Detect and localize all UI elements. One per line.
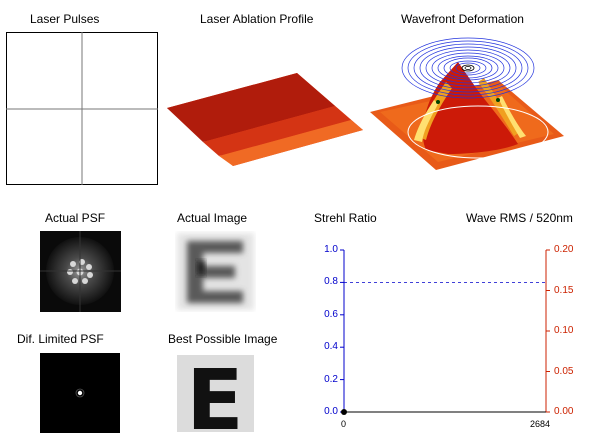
left-tick-label: 0.4	[324, 341, 338, 353]
right-tick-label: 0.15	[554, 284, 574, 296]
laser-ablation-profile-title: Laser Ablation Profile	[200, 12, 314, 26]
wavefront-deformation-title: Wavefront Deformation	[401, 12, 524, 26]
laser-pulses-title: Laser Pulses	[30, 12, 100, 26]
x-tick-1: 2684	[530, 419, 551, 429]
left-tick-label: 0.8	[324, 276, 338, 288]
left-tick-label: 0.6	[324, 308, 338, 320]
wave-rms-title: Wave RMS / 520nm	[466, 211, 573, 225]
actual-image	[175, 231, 256, 312]
left-tick-label: 0.2	[324, 373, 338, 385]
dif-limited-psf-image	[40, 353, 120, 433]
actual-psf-title: Actual PSF	[45, 211, 106, 225]
right-tick-label: 0.10	[554, 325, 574, 336]
data-point	[341, 409, 347, 415]
dif-limited-psf-title: Dif. Limited PSF	[17, 332, 104, 346]
right-tick-label: 0.20	[554, 244, 574, 255]
best-image-letter: E	[186, 353, 243, 434]
left-tick-label: 0.0	[324, 406, 338, 417]
strehl-chart: 0 2684 1.0 0.8 0.6 0.4 0.2 0.0 0.20 0.15 0.10 0.0…	[300, 238, 596, 438]
wavefront-deformation-surface	[368, 32, 568, 172]
laser-ablation-profile-surface	[165, 70, 365, 170]
actual-psf-image	[40, 231, 121, 312]
right-tick-label: 0.05	[554, 365, 574, 377]
laser-pulses-panel	[6, 32, 158, 185]
actual-image-title: Actual Image	[177, 211, 248, 225]
right-tick-label: 0.00	[554, 406, 574, 417]
x-tick-0: 0	[341, 419, 347, 429]
best-possible-image: E	[175, 353, 256, 434]
left-tick-label: 1.0	[324, 244, 338, 255]
strehl-ratio-title: Strehl Ratio	[314, 211, 377, 225]
best-possible-image-title: Best Possible Image	[168, 332, 278, 346]
